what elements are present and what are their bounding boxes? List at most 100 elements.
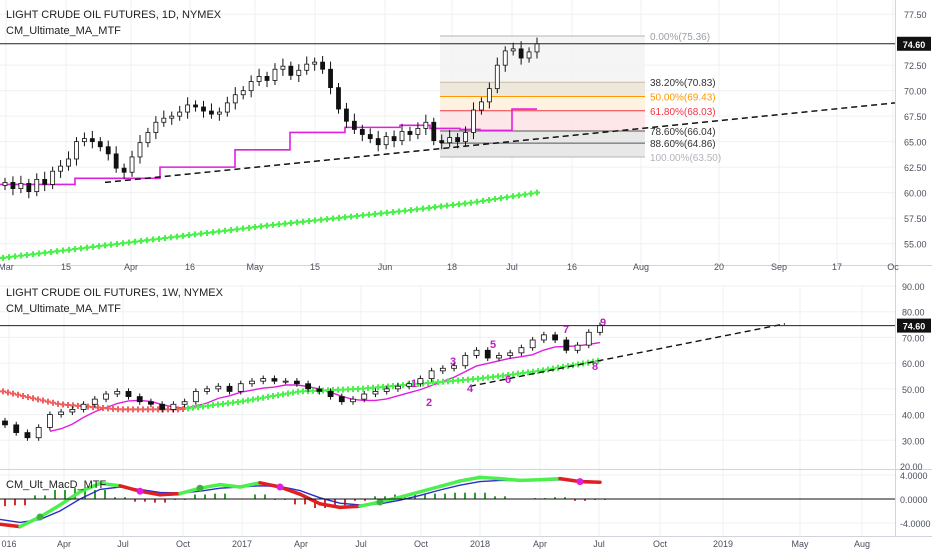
candle-body [395, 385, 401, 390]
trend-cross-mark [60, 247, 66, 254]
x-tick-label: 16 [567, 262, 577, 272]
macd-indicator-label: CM_Ult_MacD_MTF [6, 479, 107, 491]
candle-body [563, 339, 570, 351]
x-tick-label: May [791, 539, 809, 549]
candle-body [226, 385, 233, 392]
trend-cross-mark [84, 244, 90, 251]
fib-level-label: 50.00%(69.43) [650, 92, 716, 103]
macd-line-segment [318, 502, 342, 510]
last-price-tag-label: 74.60 [903, 322, 926, 332]
weekly-trend-cross [35, 396, 41, 403]
x-tick-label: Jul [117, 539, 129, 549]
trend-cross-mark [324, 216, 330, 223]
candle-body [13, 424, 20, 433]
candle-body [439, 140, 445, 144]
candle-body [423, 121, 429, 129]
candle-body [170, 403, 177, 410]
trend-cross-mark [198, 230, 204, 237]
candle-body [125, 391, 132, 397]
last-price-tag-label: 74.60 [903, 40, 926, 50]
candle-body [336, 87, 341, 110]
trend-cross-mark [396, 208, 402, 215]
candle-body [407, 131, 413, 135]
candle-body [312, 61, 318, 65]
candle-body [502, 50, 508, 66]
candle-body [97, 141, 103, 148]
candle-body [585, 331, 592, 346]
trend-cross-mark [330, 215, 336, 222]
candle-body [320, 61, 326, 70]
candle-body [209, 110, 214, 115]
trend-cross-mark [372, 211, 378, 218]
trend-cross-mark [108, 241, 114, 248]
trend-cross-mark [384, 209, 390, 216]
trend-cross-mark [288, 220, 294, 227]
wave-count-label: 6 [505, 374, 511, 386]
candle-body [161, 117, 167, 123]
macd-cross-dot [136, 487, 144, 495]
trend-cross-mark [168, 234, 174, 241]
trend-cross-mark [72, 246, 78, 253]
x-tick-label: Oct [176, 539, 191, 549]
candle-body [439, 367, 446, 372]
x-tick-label: Aug [633, 262, 649, 272]
x-tick-label: Jul [506, 262, 518, 272]
candle-body [256, 75, 262, 82]
candle-body [484, 349, 491, 359]
trend-cross-mark [192, 231, 198, 238]
trend-cross-mark [474, 198, 480, 205]
candle-body [372, 391, 379, 395]
y-tick-label: 57.50 [904, 214, 927, 224]
x-tick-label: 17 [832, 262, 842, 272]
candle-body [192, 391, 199, 403]
weekly-trend-cross [50, 399, 56, 406]
candle-body [338, 396, 345, 403]
trend-cross-mark [204, 229, 210, 236]
trend-cross-mark [306, 218, 312, 225]
candle-body [47, 414, 53, 428]
wave-count-label: 8 [592, 361, 598, 373]
trend-cross-mark [336, 214, 342, 221]
candle-body [344, 108, 349, 122]
trend-cross-mark [66, 246, 72, 253]
trend-cross-mark [282, 220, 288, 227]
trend-cross-mark [0, 254, 6, 261]
macd-line-segment [518, 478, 542, 483]
trend-cross-mark [468, 199, 474, 206]
x-tick-label: 20 [714, 262, 724, 272]
weekly-trend-cross [5, 389, 11, 396]
macd-line-segment [398, 490, 422, 499]
trend-cross-mark [126, 239, 132, 246]
trend-cross-mark [312, 217, 318, 224]
candle-body [215, 385, 222, 390]
candle-body [248, 81, 254, 92]
candle-body [177, 111, 183, 117]
trend-cross-mark [96, 243, 102, 250]
candle-body [534, 43, 540, 53]
macd-cross-dot [196, 484, 204, 492]
candle-body [50, 170, 56, 185]
y-tick-label: 20.00 [900, 462, 923, 472]
candle-body [518, 347, 525, 354]
candle-body [82, 138, 87, 143]
candle-body [260, 378, 267, 382]
candle-body [58, 165, 63, 172]
candle-body [597, 325, 603, 333]
trend-cross-mark [522, 191, 528, 198]
macd-line-segment [98, 481, 122, 488]
weekly-trend-cross [30, 395, 36, 402]
candle-body [91, 398, 98, 405]
trend-cross-mark [354, 212, 360, 219]
trend-cross-mark [54, 248, 60, 255]
trend-cross-mark [432, 204, 438, 211]
candle-body [479, 101, 484, 111]
y-tick-label: 60.00 [902, 359, 925, 369]
candle-body [136, 396, 143, 403]
x-tick-label: Oct [653, 539, 668, 549]
candle-body [80, 403, 87, 410]
trend-cross-mark [228, 227, 234, 234]
y-tick-label: 67.50 [904, 112, 927, 122]
candle-body [113, 153, 119, 169]
trend-cross-mark [162, 235, 168, 242]
